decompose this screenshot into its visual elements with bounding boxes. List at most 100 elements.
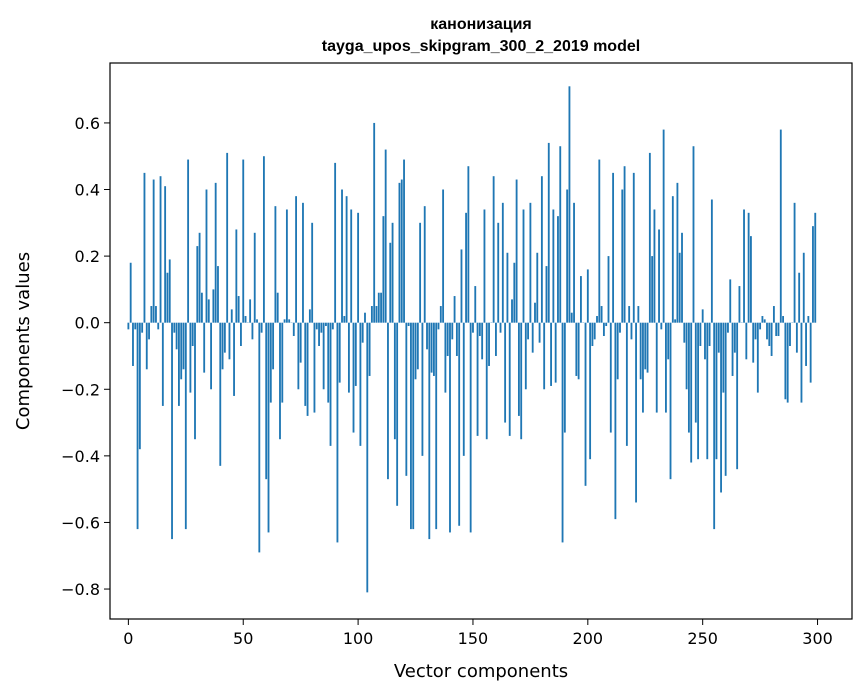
bar-122: [407, 322, 410, 327]
bar-59: [262, 156, 265, 323]
bar-111: [382, 216, 385, 323]
bar-140: [449, 322, 451, 533]
bar-20: [173, 322, 176, 333]
bar-154: [481, 322, 484, 360]
bar-99: [354, 322, 357, 386]
bar-126: [416, 322, 419, 370]
bar-171: [520, 322, 523, 440]
bar-39: [217, 266, 219, 323]
bar-290: [793, 202, 796, 323]
bar-134: [435, 322, 438, 530]
plot-frame: [109, 62, 853, 620]
bar-67: [281, 322, 284, 403]
bar-83: [318, 322, 320, 346]
bar-264: [733, 322, 736, 353]
bar-131: [428, 322, 431, 540]
x-tick-label-50: 50: [233, 629, 253, 648]
bar-224: [642, 322, 644, 413]
bar-76: [302, 202, 304, 323]
bar-173: [524, 322, 527, 390]
bar-166: [508, 322, 511, 436]
bar-145: [460, 249, 463, 323]
bar-285: [782, 316, 784, 323]
bar-48: [237, 296, 240, 323]
bar-136: [439, 306, 442, 323]
bar-155: [483, 209, 486, 323]
bar-29: [194, 322, 196, 440]
y-tick-label-0: −0.8: [61, 580, 100, 599]
bar-86: [325, 322, 327, 327]
bar-247: [694, 322, 697, 423]
bar-125: [414, 322, 417, 380]
bar-222: [637, 306, 640, 323]
bar-104: [366, 322, 369, 593]
bar-153: [478, 322, 481, 337]
bar-200: [586, 269, 589, 323]
bar-150: [472, 322, 474, 333]
bar-233: [662, 129, 665, 323]
bar-258: [720, 322, 722, 493]
bar-26: [187, 159, 190, 323]
bar-15: [161, 322, 164, 406]
bar-106: [370, 306, 373, 323]
bar-178: [536, 252, 539, 323]
bar-232: [660, 322, 663, 330]
bar-116: [393, 322, 396, 440]
bar-254: [710, 199, 713, 323]
bar-96: [347, 322, 350, 393]
bar-98: [352, 322, 355, 433]
bar-65: [276, 292, 279, 323]
bar-277: [763, 319, 766, 323]
bar-159: [492, 176, 495, 323]
bar-239: [676, 182, 679, 323]
bar-22: [178, 322, 180, 406]
bar-179: [538, 322, 541, 343]
bar-293: [800, 322, 803, 403]
bar-107: [373, 122, 376, 323]
bar-7: [143, 172, 146, 323]
bar-288: [789, 322, 791, 346]
bar-37: [212, 289, 215, 323]
bar-66: [279, 322, 281, 440]
bar-88: [329, 322, 332, 446]
bar-115: [391, 222, 394, 323]
bar-265: [736, 322, 739, 470]
bar-193: [570, 312, 573, 323]
bar-142: [453, 296, 456, 323]
bar-237: [671, 196, 674, 323]
bar-217: [625, 322, 628, 446]
bar-73: [295, 196, 297, 323]
bar-278: [766, 322, 768, 340]
y-tick-label-4: 0.0: [75, 314, 100, 333]
bar-123: [410, 322, 412, 530]
bar-163: [501, 202, 504, 323]
bar-286: [784, 322, 787, 400]
bar-192: [568, 86, 571, 323]
bar-202: [591, 322, 594, 346]
bar-109: [377, 292, 380, 323]
bar-128: [421, 322, 424, 456]
bar-80: [311, 222, 314, 323]
bar-147: [465, 212, 467, 323]
bar-31: [198, 232, 201, 323]
bar-162: [499, 322, 502, 333]
bar-219: [630, 322, 633, 340]
bar-270: [747, 212, 750, 323]
bar-77: [304, 322, 307, 406]
bar-196: [577, 322, 580, 380]
bar-170: [517, 322, 520, 416]
bar-228: [651, 256, 654, 323]
bar-85: [322, 322, 325, 390]
bar-129: [423, 206, 426, 323]
bar-56: [256, 319, 258, 323]
bar-97: [350, 209, 353, 323]
bar-218: [628, 306, 631, 323]
bar-255: [713, 322, 716, 530]
bar-14: [159, 176, 162, 323]
bar-18: [168, 259, 171, 323]
bar-133: [432, 322, 435, 376]
bar-187: [557, 216, 559, 323]
bar-84: [320, 322, 323, 333]
bar-281: [772, 306, 775, 323]
bar-50: [242, 159, 245, 323]
